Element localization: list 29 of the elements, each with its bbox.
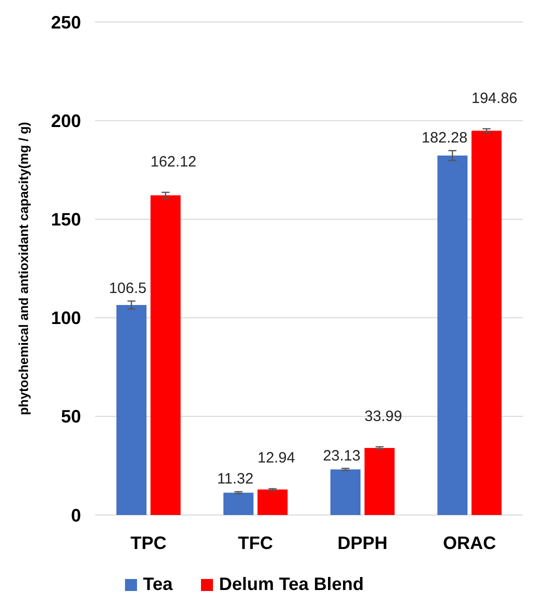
legend-label: Tea <box>143 574 174 594</box>
y-tick-label: 100 <box>50 308 81 328</box>
bar <box>437 156 468 515</box>
bar <box>364 448 395 515</box>
data-label: 12.94 <box>258 450 296 467</box>
bar <box>150 195 181 515</box>
legend-label: Delum Tea Blend <box>219 574 364 594</box>
data-label: 23.13 <box>322 447 360 464</box>
data-label: 11.32 <box>217 470 254 488</box>
bar <box>330 469 360 515</box>
bar <box>258 489 288 515</box>
x-tick-label: DPPH <box>337 533 388 553</box>
x-tick-label: ORAC <box>443 533 496 553</box>
bar <box>116 304 146 515</box>
data-label: 106.5 <box>108 280 146 298</box>
y-axis-title: phytochemical and antioxidant capacity(mg / g) <box>16 122 31 416</box>
data-label: 182.28 <box>422 130 468 147</box>
x-tick-label: TPC <box>130 533 166 553</box>
data-label: 194.86 <box>472 90 518 107</box>
y-tick-label: 200 <box>50 110 81 131</box>
data-label: 162.12 <box>150 153 196 170</box>
bar <box>472 130 502 515</box>
bar <box>223 492 254 515</box>
y-tick-label: 50 <box>60 406 81 427</box>
x-tick-label: TFC <box>238 533 273 553</box>
y-tick-label: 0 <box>70 505 81 526</box>
y-tick-label: 250 <box>50 12 81 32</box>
y-tick-label: 150 <box>50 210 81 230</box>
data-label: 33.99 <box>364 408 402 425</box>
